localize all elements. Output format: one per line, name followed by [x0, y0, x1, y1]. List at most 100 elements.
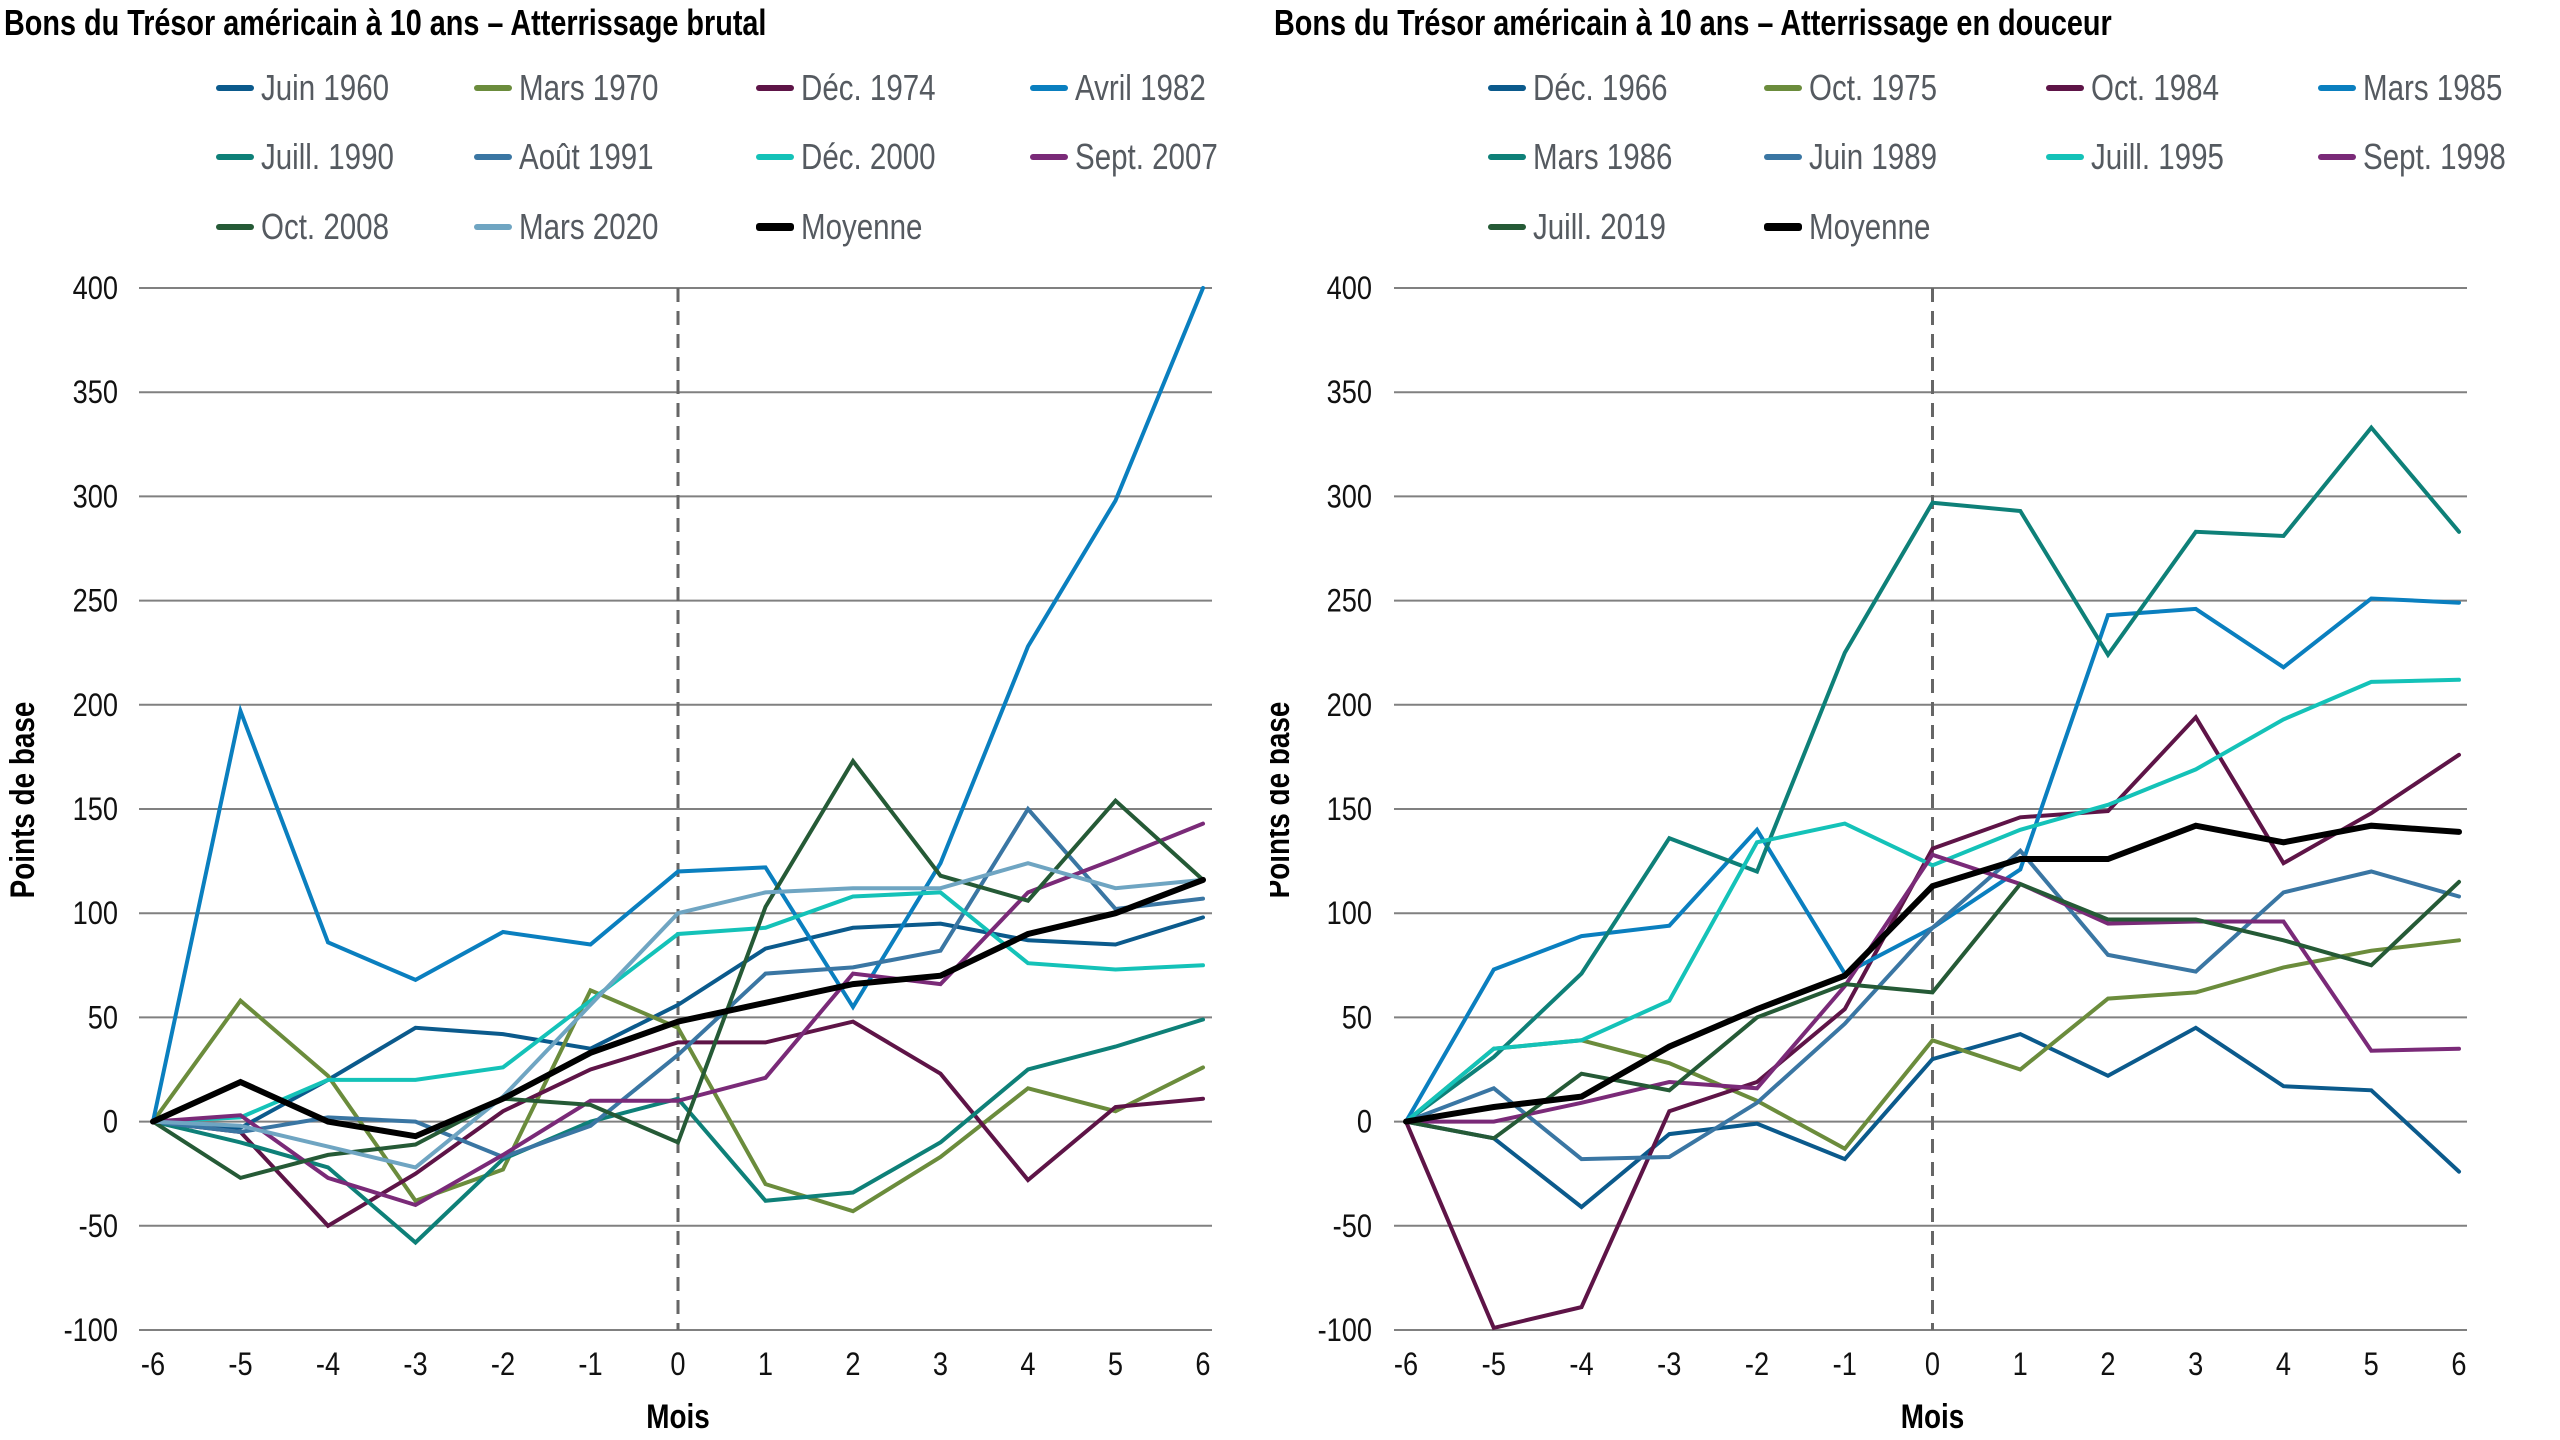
x-tick-label: -3	[403, 1347, 427, 1383]
legend-item: Sept. 1998	[2318, 135, 2537, 179]
x-tick-label: 4	[1020, 1347, 1035, 1383]
legend-item: Août 1991	[474, 135, 683, 179]
legend-item: Juill. 1995	[2046, 135, 2253, 179]
x-tick-label: -1	[1833, 1347, 1857, 1383]
y-axis-title: Points de base	[3, 702, 41, 899]
legend-swatch	[474, 85, 512, 91]
x-tick-label: 6	[2451, 1347, 2466, 1383]
y-tick-label: 150	[73, 792, 118, 828]
legend-swatch	[1764, 85, 1802, 91]
y-tick-label: 400	[1327, 271, 1372, 307]
legend-label: Moyenne	[801, 206, 923, 247]
legend-label: Déc. 1966	[1533, 67, 1668, 108]
legend-swatch	[474, 154, 512, 160]
y-tick-label: 250	[1327, 584, 1372, 620]
legend-label: Avril 1982	[1075, 67, 1206, 108]
legend-swatch	[474, 224, 512, 230]
legend-item: Juill. 2019	[1488, 205, 1695, 249]
legend-swatch	[1764, 223, 1802, 231]
legend-item: Avril 1982	[1030, 66, 1234, 110]
legend-swatch	[1488, 85, 1526, 91]
y-tick-label: -100	[1318, 1313, 1372, 1349]
legend-item: Déc. 1966	[1488, 66, 1697, 110]
legend-item: Mars 1985	[2318, 66, 2533, 110]
y-tick-label: 300	[1327, 479, 1372, 515]
x-tick-label: 6	[1195, 1347, 1210, 1383]
legend-item: Juin 1989	[1764, 135, 1965, 179]
series-line-sept-1998	[1404, 852, 2461, 1124]
y-tick-label: -100	[64, 1313, 118, 1349]
legend-swatch	[216, 154, 254, 160]
legend-label: Juin 1989	[1809, 136, 1938, 177]
x-tick-label: -6	[1394, 1347, 1418, 1383]
y-tick-label: 200	[73, 688, 118, 724]
x-tick-label: -5	[1482, 1347, 1506, 1383]
x-tick-label: -2	[491, 1347, 515, 1383]
legend-label: Déc. 1974	[801, 67, 936, 108]
y-axis-ticks: 400 350 300 250 200 150 100 50 0 -50 -100	[1318, 271, 1372, 1349]
y-tick-label: 300	[73, 479, 118, 515]
y-tick-label: 100	[73, 896, 118, 932]
y-tick-label: 400	[73, 271, 118, 307]
legend-swatch	[1488, 154, 1526, 160]
x-tick-label: 5	[1108, 1347, 1123, 1383]
series-line-mars-1970	[151, 987, 1205, 1214]
y-tick-label: 200	[1327, 688, 1372, 724]
legend-swatch	[2318, 85, 2356, 91]
legend-item: Déc. 2000	[756, 135, 965, 179]
legend-item: Juin 1960	[216, 66, 417, 110]
legend-swatch	[2046, 85, 2084, 91]
y-tick-label: -50	[1333, 1209, 1372, 1245]
x-axis-ticks: -6 -5 -4 -3 -2 -1 0 1 2 3 4 5 6	[1394, 1347, 2467, 1383]
legend-swatch	[1764, 154, 1802, 160]
chart-title: Bons du Trésor américain à 10 ans – Atte…	[4, 2, 767, 43]
x-tick-label: 1	[758, 1347, 773, 1383]
legend-item: Oct. 1984	[2046, 66, 2247, 110]
gridlines	[1394, 287, 2467, 1331]
legend-label: Sept. 2007	[1075, 136, 1218, 177]
legend-swatch	[1030, 154, 1068, 160]
x-axis-ticks: -6 -5 -4 -3 -2 -1 0 1 2 3 4 5 6	[141, 1347, 1211, 1383]
legend: Déc. 1966 Oct. 1975 Oct. 1984 Mars 1985 Mars…	[1270, 66, 2530, 266]
y-tick-label: 50	[88, 1000, 118, 1036]
legend-label: Juill. 1990	[261, 136, 394, 177]
x-tick-label: -2	[1745, 1347, 1769, 1383]
x-tick-label: 4	[2276, 1347, 2291, 1383]
legend-swatch	[1488, 224, 1526, 230]
x-tick-label: 0	[1925, 1347, 1940, 1383]
gridlines	[139, 287, 1212, 1331]
legend-swatch	[2046, 154, 2084, 160]
legend-label: Mars 2020	[519, 206, 659, 247]
legend-label: Juill. 1995	[2091, 136, 2224, 177]
series-line-d-c-1966	[1404, 1025, 2461, 1210]
series-line-d-c-2000	[151, 890, 1205, 1124]
legend-swatch	[1030, 85, 1068, 91]
x-tick-label: 2	[845, 1347, 860, 1383]
x-tick-label: 5	[2364, 1347, 2379, 1383]
legend: Juin 1960 Mars 1970 Déc. 1974 Avril 1982 Jui…	[0, 66, 1260, 266]
y-tick-label: 350	[73, 375, 118, 411]
x-tick-label: 0	[670, 1347, 685, 1383]
x-tick-label: 3	[2188, 1347, 2203, 1383]
x-axis-title: Mois	[1901, 1397, 1964, 1435]
legend-label: Sept. 1998	[2363, 136, 2506, 177]
legend-item: Déc. 1974	[756, 66, 965, 110]
legend-label: Oct. 1975	[1809, 67, 1937, 108]
legend-label: Mars 1986	[1533, 136, 1673, 177]
y-tick-label: 250	[73, 584, 118, 620]
y-tick-label: 150	[1327, 792, 1372, 828]
legend-item: Sept. 2007	[1030, 135, 1249, 179]
series-line-juin-1989	[1404, 847, 2461, 1162]
legend-item: Mars 1970	[474, 66, 689, 110]
x-axis-title: Mois	[646, 1397, 709, 1435]
series-line-juill-1995	[1404, 677, 2461, 1124]
legend-swatch	[756, 223, 794, 231]
legend-label: Juill. 2019	[1533, 206, 1666, 247]
x-tick-label: 2	[2100, 1347, 2115, 1383]
legend-label: Oct. 1984	[2091, 67, 2219, 108]
x-tick-label: -1	[578, 1347, 602, 1383]
legend-item: Moyenne	[1764, 205, 1957, 249]
y-axis-ticks: 400 350 300 250 200 150 100 50 0 -50 -100	[64, 271, 118, 1349]
legend-swatch	[216, 224, 254, 230]
